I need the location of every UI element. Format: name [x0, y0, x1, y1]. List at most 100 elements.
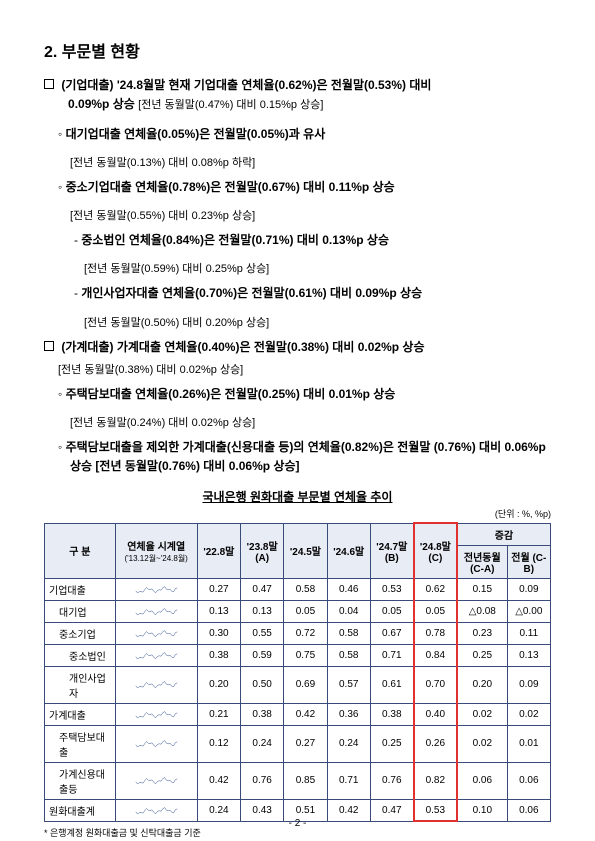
data-cell: 0.38: [370, 703, 413, 725]
data-cell: 0.02: [457, 703, 507, 725]
data-cell: 0.69: [284, 666, 327, 703]
data-cell: △0.08: [457, 600, 507, 622]
data-cell: 0.61: [370, 666, 413, 703]
ex-mortgage-text: 주택담보대출을 제외한 가계대출(신용대출 등)의 연체율(0.82%)은 전월…: [66, 440, 546, 473]
sparkline-cell: [115, 622, 197, 644]
sole-prop-text: 개인사업자대출 연체율(0.70%)은 전월말(0.61%) 대비 0.09%p…: [81, 286, 422, 300]
data-cell: △0.00: [507, 600, 550, 622]
data-cell: 0.53: [370, 578, 413, 600]
data-cell: 0.21: [197, 703, 240, 725]
data-cell: 0.42: [284, 703, 327, 725]
table-unit: (단위 : %, %p): [44, 507, 551, 520]
data-cell: 0.20: [197, 666, 240, 703]
data-cell: 0.82: [414, 762, 457, 799]
data-cell: 0.78: [414, 622, 457, 644]
row-label: 중소법인: [45, 644, 116, 666]
data-cell: 0.20: [457, 666, 507, 703]
th-238: '23.8말 (A): [241, 523, 284, 578]
ex-mortgage-item: ◦ 주택담보대출을 제외한 가계대출(신용대출 등)의 연체율(0.82%)은 …: [44, 438, 551, 476]
data-cell: 0.85: [284, 762, 327, 799]
data-cell: 0.71: [327, 762, 370, 799]
data-cell: 0.05: [370, 600, 413, 622]
data-cell: 0.72: [284, 622, 327, 644]
row-label: 개인사업자: [45, 666, 116, 703]
data-cell: 0.50: [241, 666, 284, 703]
data-cell: 0.27: [197, 578, 240, 600]
row-label: 가계신용대출등: [45, 762, 116, 799]
row-label: 주택담보대출: [45, 725, 116, 762]
data-cell: 0.06: [457, 762, 507, 799]
mortgage-item: ◦ 주택담보대출 연체율(0.26%)은 전월말(0.25%) 대비 0.01%…: [44, 385, 551, 404]
data-cell: 0.05: [284, 600, 327, 622]
data-cell: 0.36: [327, 703, 370, 725]
row-label: 대기업: [45, 600, 116, 622]
data-cell: 0.38: [241, 703, 284, 725]
data-cell: 0.30: [197, 622, 240, 644]
sme-corp-sub: [전년 동월말(0.59%) 대비 0.25%p 상승]: [44, 260, 551, 276]
sme-sub: [전년 동월말(0.55%) 대비 0.23%p 상승]: [44, 207, 551, 223]
th-ts-2: ('13.12월~'24.8월): [124, 554, 187, 563]
data-cell: 0.76: [241, 762, 284, 799]
sme-item: ◦ 중소기업대출 연체율(0.78%)은 전월말(0.67%) 대비 0.11%…: [44, 178, 551, 197]
box-marker: [44, 79, 54, 89]
table-body: 기업대출0.270.470.580.460.530.620.150.09대기업0…: [45, 578, 551, 821]
th-category: 구 분: [45, 523, 116, 578]
sparkline-cell: [115, 644, 197, 666]
data-cell: 0.76: [370, 762, 413, 799]
section-title: 2. 부문별 현황: [44, 38, 551, 62]
th-diff: 증감: [457, 523, 551, 545]
data-cell: 0.13: [241, 600, 284, 622]
sparkline-cell: [115, 762, 197, 799]
sparkline-cell: [115, 703, 197, 725]
data-cell: 0.11: [507, 622, 550, 644]
data-cell: 0.09: [507, 578, 550, 600]
table-title: 국내은행 원화대출 부문별 연체율 추이: [44, 488, 551, 505]
data-cell: 0.05: [414, 600, 457, 622]
data-cell: 0.13: [197, 600, 240, 622]
data-cell: 0.58: [327, 644, 370, 666]
data-cell: 0.62: [414, 578, 457, 600]
sparkline-cell: [115, 600, 197, 622]
row-label: 기업대출: [45, 578, 116, 600]
mortgage-text: 주택담보대출 연체율(0.26%)은 전월말(0.25%) 대비 0.01%p …: [66, 387, 396, 401]
sparkline-cell: [115, 725, 197, 762]
row-label: 가계대출: [45, 703, 116, 725]
data-cell: 0.46: [327, 578, 370, 600]
data-cell: 0.06: [507, 762, 550, 799]
data-cell: 0.24: [327, 725, 370, 762]
data-cell: 0.04: [327, 600, 370, 622]
th-247: '24.7말 (B): [370, 523, 413, 578]
data-cell: 0.57: [327, 666, 370, 703]
data-cell: 0.23: [457, 622, 507, 644]
data-cell: 0.47: [241, 578, 284, 600]
data-cell: 0.67: [370, 622, 413, 644]
sparkline-cell: [115, 666, 197, 703]
sme-corp-text: 중소법인 연체율(0.84%)은 전월말(0.71%) 대비 0.13%p 상승: [81, 233, 389, 247]
mortgage-sub: [전년 동월말(0.24%) 대비 0.02%p 상승]: [44, 414, 551, 430]
data-cell: 0.84: [414, 644, 457, 666]
data-cell: 0.38: [197, 644, 240, 666]
th-246: '24.6말: [327, 523, 370, 578]
household-loans-summary: (가계대출) 가계대출 연체율(0.40%)은 전월말(0.38%) 대비 0.…: [58, 338, 551, 357]
corp-head-sub: [전년 동월말(0.47%) 대비 0.15%p 상승]: [138, 99, 323, 111]
sme-corp-item: - 중소법인 연체율(0.84%)은 전월말(0.71%) 대비 0.13%p …: [44, 231, 551, 250]
data-cell: 0.15: [457, 578, 507, 600]
hh-head: (가계대출) 가계대출 연체율(0.40%)은 전월말(0.38%) 대비 0.…: [61, 340, 424, 354]
data-cell: 0.71: [370, 644, 413, 666]
th-245: '24.5말: [284, 523, 327, 578]
data-cell: 0.02: [457, 725, 507, 762]
data-cell: 0.25: [370, 725, 413, 762]
data-cell: 0.25: [457, 644, 507, 666]
corp-head-1: (기업대출) '24.8월말 현재 기업대출 연체율(0.62%)은 전월말(0…: [61, 78, 431, 92]
data-cell: 0.40: [414, 703, 457, 725]
hh-head-sub: [전년 동월말(0.38%) 대비 0.02%p 상승]: [44, 361, 551, 377]
th-228: '22.8말: [197, 523, 240, 578]
data-cell: 0.26: [414, 725, 457, 762]
corp-head-2: 0.09%p 상승: [68, 97, 135, 111]
data-cell: 0.09: [507, 666, 550, 703]
sparkline-cell: [115, 578, 197, 600]
sole-prop-sub: [전년 동월말(0.50%) 대비 0.20%p 상승]: [44, 314, 551, 330]
large-corp-item: ◦ 대기업대출 연체율(0.05%)은 전월말(0.05%)과 유사: [44, 125, 551, 144]
sole-prop-item: - 개인사업자대출 연체율(0.70%)은 전월말(0.61%) 대비 0.09…: [44, 284, 551, 303]
data-cell: 0.12: [197, 725, 240, 762]
